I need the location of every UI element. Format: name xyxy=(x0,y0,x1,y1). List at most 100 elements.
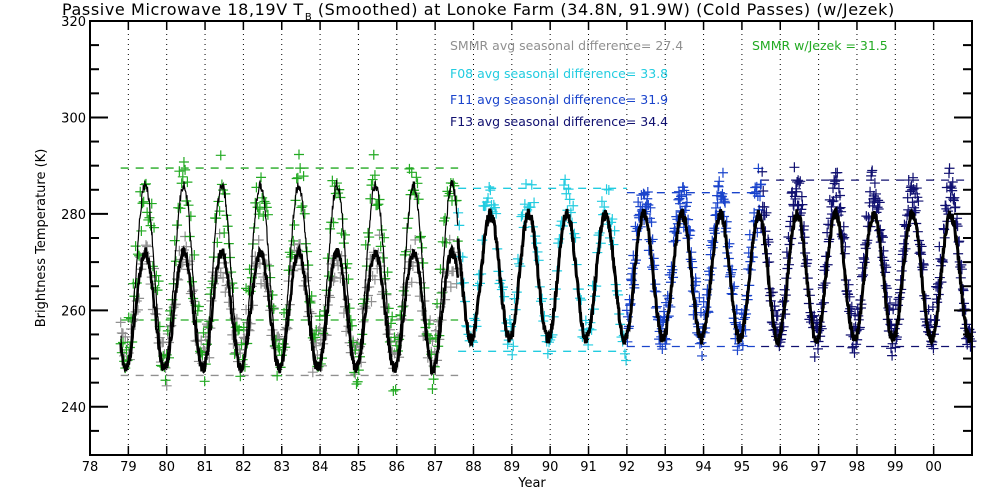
data-point xyxy=(944,163,955,174)
data-point xyxy=(483,193,494,204)
data-point xyxy=(260,280,271,291)
data-point xyxy=(236,339,247,350)
data-point xyxy=(445,282,456,293)
data-point xyxy=(642,187,653,198)
data-point xyxy=(241,304,252,315)
smoothed-curves xyxy=(119,179,974,377)
data-point xyxy=(627,263,638,274)
data-point xyxy=(387,311,398,322)
x-tick-label: 81 xyxy=(197,460,214,475)
axes: 240 260 280 300 320 78 79 80 81 82 83 84 85 86 87 88 89 9… xyxy=(61,15,973,475)
annotation-0: SMMR avg seasonal difference= 27.4 xyxy=(450,38,683,53)
data-point xyxy=(758,186,769,197)
data-point xyxy=(454,220,465,231)
data-point xyxy=(793,175,804,186)
data-point xyxy=(411,172,422,183)
data-point xyxy=(410,234,421,245)
data-point xyxy=(192,305,203,316)
data-point xyxy=(406,277,417,288)
data-point xyxy=(870,188,881,199)
data-point xyxy=(130,241,141,252)
data-point xyxy=(360,239,371,250)
data-point xyxy=(797,199,808,210)
x-tick-label: 85 xyxy=(350,460,367,475)
data-point xyxy=(289,219,300,230)
data-point xyxy=(564,194,575,205)
smoothed-curve-smmr-jezek xyxy=(120,179,459,373)
data-point xyxy=(327,175,338,186)
annotations: SMMR avg seasonal difference= 27.4 SMMR w… xyxy=(450,38,888,129)
data-point xyxy=(389,332,400,343)
data-point xyxy=(178,156,189,167)
x-tick-label: 79 xyxy=(120,460,137,475)
data-point xyxy=(849,347,860,358)
data-point xyxy=(526,179,537,190)
data-point xyxy=(161,380,172,391)
data-point xyxy=(260,198,271,209)
data-point xyxy=(428,374,439,385)
data-point xyxy=(516,211,527,222)
data-point xyxy=(732,345,743,356)
data-point xyxy=(902,192,913,203)
data-point xyxy=(388,385,399,396)
data-point xyxy=(621,355,632,366)
data-point xyxy=(601,184,612,195)
data-point xyxy=(314,311,325,322)
data-point xyxy=(379,232,390,243)
x-tick-label: 90 xyxy=(542,460,559,475)
data-point xyxy=(537,293,548,304)
data-point xyxy=(253,235,264,246)
data-point xyxy=(258,210,269,221)
data-point xyxy=(619,348,630,359)
data-point xyxy=(508,341,519,352)
x-tick-label: 86 xyxy=(389,460,406,475)
data-point xyxy=(250,197,261,208)
data-point xyxy=(882,291,893,302)
data-point xyxy=(136,225,147,236)
data-point xyxy=(295,163,306,174)
data-point xyxy=(427,383,438,394)
x-tick-label: 95 xyxy=(734,460,751,475)
data-point xyxy=(832,167,843,178)
data-point xyxy=(135,186,146,197)
data-point xyxy=(373,199,384,210)
data-point xyxy=(288,235,299,246)
data-point xyxy=(772,311,783,322)
data-point xyxy=(453,207,464,218)
data-point xyxy=(120,331,131,342)
data-point xyxy=(413,194,424,205)
data-point xyxy=(296,202,307,213)
annotation-3: F11 avg seasonal difference= 31.9 xyxy=(450,92,668,107)
x-tick-label: 91 xyxy=(580,460,597,475)
data-point xyxy=(366,296,377,307)
data-point xyxy=(907,197,918,208)
chart-title-main: Passive Microwave 18,19V T xyxy=(62,0,304,19)
data-point xyxy=(311,325,322,336)
data-point xyxy=(406,167,417,178)
data-point xyxy=(720,197,731,208)
data-point xyxy=(757,166,768,177)
data-point xyxy=(451,195,462,206)
data-point xyxy=(306,291,317,302)
data-point xyxy=(418,257,429,268)
x-tick-label: 83 xyxy=(273,460,290,475)
data-point xyxy=(299,208,310,219)
data-point xyxy=(256,172,267,183)
data-point xyxy=(151,270,162,281)
data-point xyxy=(223,297,234,308)
chart-title: Passive Microwave 18,19V T B (Smoothed) … xyxy=(62,0,894,23)
data-point xyxy=(794,178,805,189)
data-point xyxy=(913,196,924,207)
x-tick-label: 00 xyxy=(925,460,942,475)
data-point xyxy=(568,200,579,211)
data-point xyxy=(717,188,728,199)
x-tick-label: 78 xyxy=(82,460,99,475)
data-point xyxy=(176,178,187,189)
data-point xyxy=(911,183,922,194)
data-point xyxy=(199,376,210,387)
data-point xyxy=(293,149,304,160)
data-point xyxy=(134,293,145,304)
data-point xyxy=(507,349,518,360)
data-point xyxy=(244,264,255,275)
data-point xyxy=(874,197,885,208)
